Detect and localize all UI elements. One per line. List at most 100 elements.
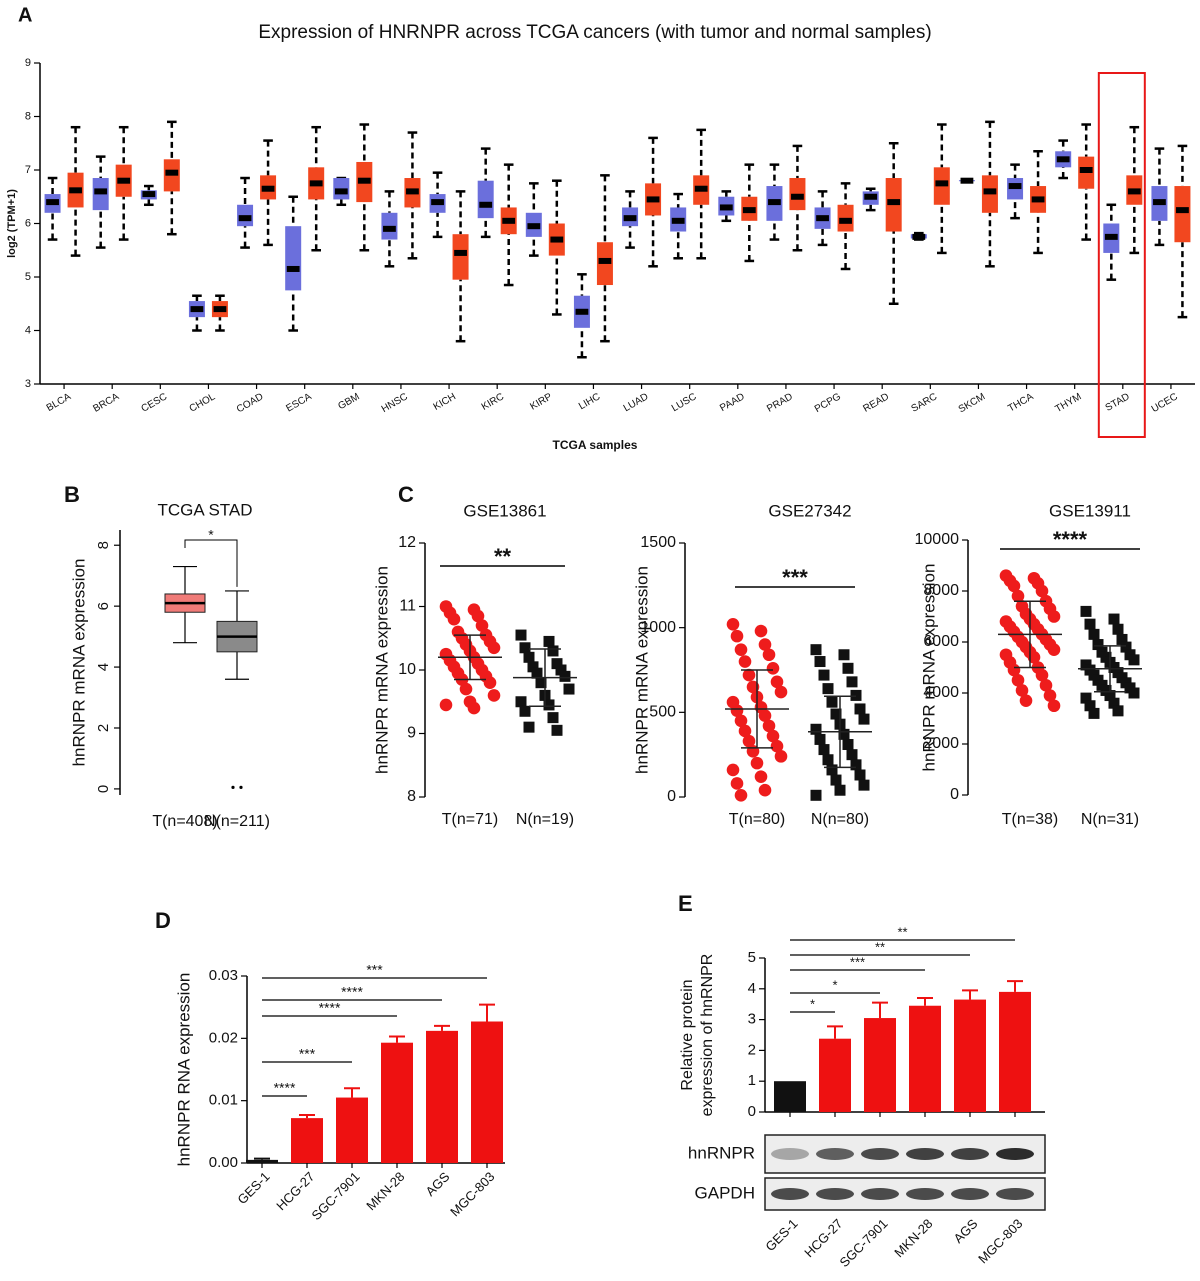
point <box>1088 628 1100 640</box>
point <box>734 714 748 728</box>
median <box>742 207 756 214</box>
y-tick-label: 0.00 <box>209 1154 238 1171</box>
y-axis-label: hnRNPR mRNA expression <box>69 559 88 767</box>
blot-band <box>861 1148 899 1160</box>
point <box>826 764 838 776</box>
blot-band <box>906 1188 944 1200</box>
y-tick-label: 1500 <box>640 534 676 551</box>
median <box>791 193 804 200</box>
point <box>814 656 826 668</box>
bar <box>381 1042 413 1163</box>
significance: *** <box>782 565 808 590</box>
y-tick-label: 3 <box>748 1011 756 1028</box>
point <box>1112 623 1124 635</box>
blot-band <box>951 1188 989 1200</box>
y-tick-label: 8000 <box>923 582 959 599</box>
point <box>1047 610 1061 623</box>
x-tick-label: PRAD <box>765 391 795 414</box>
median <box>406 188 419 195</box>
blot-band <box>996 1188 1034 1200</box>
median <box>887 199 901 206</box>
median <box>238 215 252 222</box>
point <box>846 676 858 688</box>
y-tick-label: 12 <box>398 534 416 551</box>
significance: * <box>832 977 837 992</box>
point <box>822 683 834 695</box>
point <box>834 784 846 796</box>
median <box>309 180 323 187</box>
y-tick-label: 8 <box>407 788 416 805</box>
error-bar <box>872 1001 888 1019</box>
x-tick-label: LUAD <box>622 391 651 414</box>
y-tick-label: 4 <box>25 324 31 336</box>
point <box>523 721 535 733</box>
sd-bar <box>529 648 561 707</box>
point <box>758 709 772 723</box>
point <box>742 668 756 682</box>
median <box>117 177 131 184</box>
point <box>746 680 760 694</box>
blot-band <box>951 1148 989 1160</box>
point <box>810 644 822 656</box>
point <box>1035 668 1049 682</box>
point <box>1084 700 1096 712</box>
point <box>1108 697 1120 709</box>
point <box>830 774 842 786</box>
x-tick-label: KICH <box>432 391 458 412</box>
x-tick-label: PAAD <box>718 391 746 414</box>
x-tick-label: KIRP <box>528 391 554 412</box>
point <box>467 701 481 715</box>
chart-title: TCGA STAD <box>157 500 252 519</box>
x-tick-label: LUSC <box>670 391 699 414</box>
point <box>858 779 870 791</box>
x-tick-label: AGS <box>951 1216 981 1246</box>
bar <box>471 1021 503 1163</box>
median <box>527 223 541 230</box>
error-bar <box>344 1087 360 1098</box>
error-bar <box>1007 980 1023 992</box>
x-tick-label: STAD <box>1104 391 1132 413</box>
bar <box>291 1118 323 1163</box>
median <box>286 265 300 272</box>
y-tick-label: 2 <box>748 1041 756 1058</box>
x-axis-label: TCGA samples <box>553 438 638 452</box>
point <box>810 789 822 801</box>
significance: **** <box>319 1000 341 1016</box>
median <box>1056 156 1070 163</box>
y-tick-label: 0.01 <box>209 1092 238 1109</box>
point <box>842 662 854 674</box>
point <box>1104 690 1116 702</box>
x-tick-label: SGC-7901 <box>309 1169 363 1223</box>
x-tick-label: SARC <box>910 391 940 414</box>
y-tick-label: 7 <box>25 164 31 176</box>
point <box>1092 639 1104 651</box>
point <box>726 763 740 777</box>
point <box>846 749 858 761</box>
median <box>383 225 396 232</box>
y-axis-label: hnRNPR RNA expression <box>174 973 193 1167</box>
outlier <box>239 785 243 789</box>
point <box>734 643 748 656</box>
x-tick-label: T(n=38) <box>1002 811 1058 828</box>
chart-title: GSE27342 <box>768 501 851 520</box>
y-tick-label: 2000 <box>923 735 959 752</box>
y-tick-label: 6 <box>95 602 112 610</box>
bar <box>909 1005 941 1112</box>
median <box>768 199 781 206</box>
x-tick-label: UCEC <box>1150 391 1180 415</box>
point <box>770 739 784 753</box>
y-tick-label: 3 <box>25 378 31 390</box>
y-tick-label: 4 <box>95 663 112 671</box>
sd-bar <box>1014 600 1046 669</box>
significance: ** <box>875 939 885 954</box>
median <box>213 306 227 313</box>
blot-label: GAPDH <box>695 1183 755 1202</box>
point <box>555 664 567 676</box>
significance: * <box>810 996 815 1011</box>
bar <box>426 1030 458 1163</box>
y-tick-label: 0 <box>748 1103 756 1120</box>
highlight-box <box>1097 72 1146 438</box>
significance: * <box>208 527 214 543</box>
point <box>535 677 547 689</box>
point <box>439 698 453 712</box>
